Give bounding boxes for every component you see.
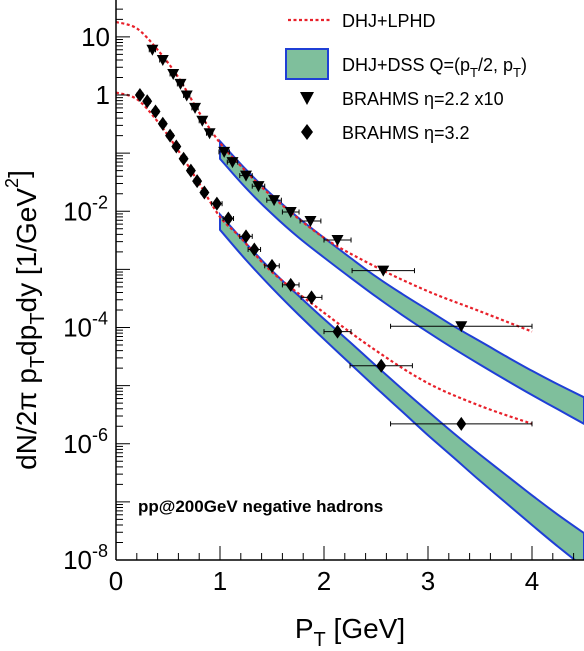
- diamond-point-3: [151, 105, 161, 119]
- diamond-point-4: [158, 117, 168, 131]
- y-axis-title: dN/2π pTdpTdy [1/GeV2]: [2, 170, 49, 470]
- legend-item-1: DHJ+LPHD: [288, 11, 436, 31]
- legend-label: BRAHMS η=3.2: [342, 123, 470, 143]
- y-tick-label: 10-8: [63, 541, 108, 575]
- x-tick-label: 2: [317, 566, 331, 596]
- plot-annotation: pp@200GeV negative hadrons: [138, 497, 383, 516]
- triangle-point-8: [204, 128, 216, 139]
- diamond-point-7: [179, 152, 189, 166]
- legend-label: DHJ+DSS Q=(pT/2, pT): [342, 55, 527, 80]
- x-axis-title: PT [GeV]: [295, 613, 405, 651]
- y-tick-label: 1: [96, 80, 110, 110]
- legend-triangle-marker: [300, 92, 314, 105]
- y-tick-label: 10-6: [63, 425, 108, 459]
- legend-band-swatch: [286, 49, 328, 79]
- legend-diamond-marker: [301, 124, 313, 140]
- y-tick-label: 10-4: [63, 309, 108, 343]
- x-tick-label: 1: [213, 566, 227, 596]
- legend-item-4: BRAHMS η=3.2: [301, 123, 470, 143]
- x-tick-label: 3: [421, 566, 435, 596]
- x-tick-label: 0: [109, 566, 123, 596]
- y-tick-label: 10: [81, 22, 110, 52]
- triangle-point-4: [174, 79, 186, 90]
- legend: DHJ+LPHD DHJ+DSS Q=(pT/2, pT) BRAHMS η=2.2…: [286, 11, 527, 143]
- triangle-point-18: [391, 321, 532, 332]
- y-tick-label: 10-2: [63, 192, 108, 226]
- x-tick-label: 4: [525, 566, 539, 596]
- legend-item-3: BRAHMS η=2.2 x10: [300, 89, 504, 109]
- legend-item-2: DHJ+DSS Q=(pT/2, pT): [286, 49, 527, 80]
- legend-label: DHJ+LPHD: [342, 11, 436, 31]
- diamond-point-5: [165, 129, 175, 143]
- legend-label: BRAHMS η=2.2 x10: [342, 89, 504, 109]
- triangle-point-7: [196, 116, 208, 127]
